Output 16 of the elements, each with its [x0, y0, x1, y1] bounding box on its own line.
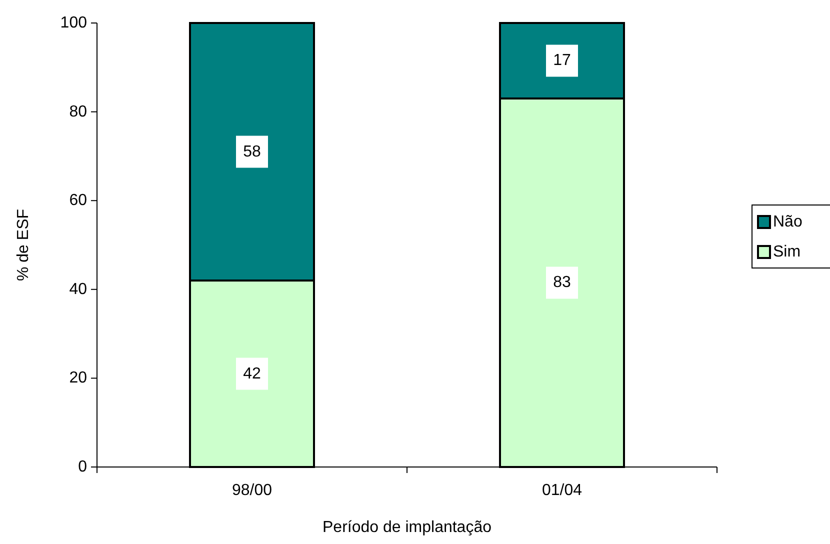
y-tick-label: 60 [69, 192, 88, 210]
x-axis-title: Período de implantação [322, 519, 492, 536]
y-tick-label: 0 [78, 458, 88, 476]
x-tick-label: 01/04 [542, 482, 582, 499]
data-label: 42 [243, 365, 261, 382]
x-tick-label: 98/00 [232, 482, 272, 499]
data-label: 83 [553, 274, 571, 292]
y-axis-title: % de ESF [15, 208, 32, 282]
y-tick-label: 20 [69, 370, 88, 387]
data-label: 17 [553, 52, 571, 70]
y-tick-label: 40 [69, 280, 88, 298]
legend-label: Sim [773, 244, 801, 260]
y-tick-label: 100 [60, 14, 88, 32]
y-tick-label: 80 [69, 103, 88, 120]
legend-label: Não [773, 214, 802, 230]
data-label: 58 [243, 143, 261, 160]
